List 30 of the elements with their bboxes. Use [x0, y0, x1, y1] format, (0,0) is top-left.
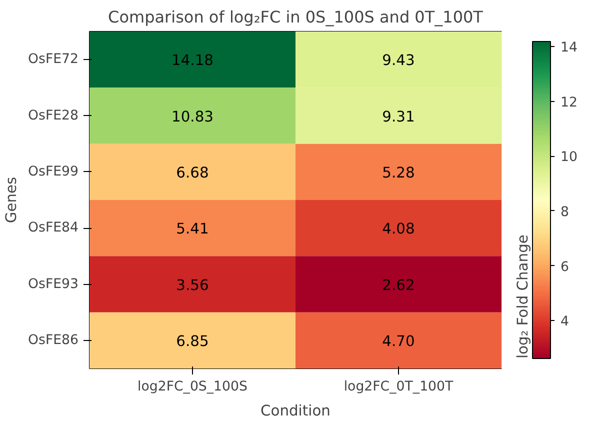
data-label: 9.43	[382, 52, 415, 70]
color-bar-title: log₂ Fold Change	[514, 234, 532, 358]
y-tick-label: OsFE99	[28, 164, 79, 180]
color-bar-label: 14	[560, 40, 578, 56]
data-label: 9.31	[382, 108, 415, 126]
data-label: 6.85	[176, 332, 209, 350]
data-label: 5.41	[176, 220, 209, 238]
x-axis-title: Condition	[260, 402, 330, 420]
data-label: 2.62	[382, 276, 415, 294]
data-label: 14.18	[172, 52, 214, 70]
data-label: 10.83	[172, 108, 214, 126]
data-label: 4.70	[382, 332, 415, 350]
x-tick-label: log2FC_0S_100S	[138, 380, 248, 394]
color-bar-label: 6	[560, 260, 569, 275]
y-axis-title: Genes	[3, 176, 20, 224]
y-tick-label: OsFE93	[28, 276, 79, 292]
chart-title: Comparison of log₂FC in 0S_100S and 0T_100T	[108, 8, 484, 26]
data-label: 5.28	[382, 164, 415, 182]
color-bar-label: 4	[560, 314, 569, 330]
color-bar-label: 12	[560, 95, 578, 110]
data-label: 6.68	[176, 164, 209, 182]
y-tick-label: OsFE84	[28, 220, 79, 236]
color-bar-label: 10	[560, 150, 578, 166]
data-label: 4.08	[382, 220, 415, 238]
y-tick-label: OsFE86	[28, 332, 79, 348]
x-tick-label: log2FC_0T_100T	[344, 380, 454, 394]
y-tick-label: OsFE72	[28, 52, 79, 68]
color-bar-label: 8	[560, 204, 569, 220]
data-label: 3.56	[176, 276, 209, 294]
y-tick-label: OsFE28	[28, 108, 79, 124]
